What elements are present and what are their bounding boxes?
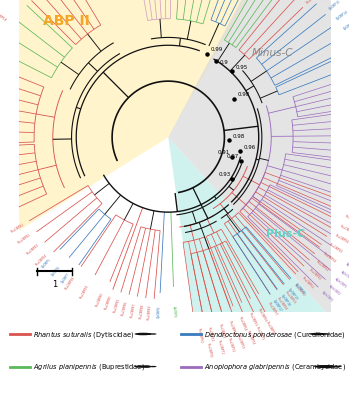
Text: RsuOBP49: RsuOBP49 [147, 305, 153, 320]
Text: RsuOBP53: RsuOBP53 [228, 320, 236, 336]
Text: RsuOBP41: RsuOBP41 [10, 222, 25, 234]
Text: DpOBP5: DpOBP5 [42, 257, 53, 268]
Text: RsuOBP42: RsuOBP42 [17, 233, 32, 245]
Text: ABP II: ABP II [44, 14, 90, 28]
Text: RsuOBP61: RsuOBP61 [300, 276, 314, 290]
Text: RsuOBP68: RsuOBP68 [344, 215, 349, 224]
Ellipse shape [310, 333, 326, 335]
Text: RsuOBP52: RsuOBP52 [217, 323, 225, 339]
Text: RsuOBP75: RsuOBP75 [255, 326, 266, 341]
Ellipse shape [144, 366, 151, 368]
Text: AglaOBP1: AglaOBP1 [321, 290, 334, 303]
Text: RsuOBP70: RsuOBP70 [206, 342, 213, 358]
Text: DpOBP18: DpOBP18 [280, 293, 291, 307]
Wedge shape [0, 0, 290, 266]
Text: DpOBP17: DpOBP17 [272, 298, 283, 312]
Wedge shape [168, 137, 340, 391]
Text: RsuOBP48: RsuOBP48 [138, 304, 144, 319]
Text: 0.96: 0.96 [243, 145, 255, 150]
Text: RsuOBP17: RsuOBP17 [10, 0, 25, 1]
Text: RsuOBP39: RsuOBP39 [79, 284, 90, 300]
Text: 0.98: 0.98 [238, 92, 250, 98]
Text: RsuOBP56: RsuOBP56 [257, 307, 268, 323]
Text: RsuOBP50: RsuOBP50 [196, 328, 203, 344]
Text: 0.91: 0.91 [217, 150, 230, 155]
Text: RsuOBP47: RsuOBP47 [130, 302, 136, 318]
Text: RsuOBP63: RsuOBP63 [315, 260, 329, 273]
Text: 0.95: 0.95 [235, 64, 247, 70]
Text: AglaOBP2: AglaOBP2 [328, 284, 341, 296]
Text: RsuOBP54: RsuOBP54 [238, 316, 247, 332]
Text: AglaOBP5: AglaOBP5 [345, 262, 349, 274]
Text: AglaOBP4: AglaOBP4 [340, 269, 349, 281]
Text: $\it{Dendroctonus}$ $\it{ponderosae}$ (Curculionidae): $\it{Dendroctonus}$ $\it{ponderosae}$ (C… [204, 328, 346, 340]
Ellipse shape [326, 365, 334, 368]
Text: $\it{Agrilus}$ $\it{planipennis}$ (Buprestidae): $\it{Agrilus}$ $\it{planipennis}$ (Bupre… [33, 362, 145, 372]
Text: DpOBP14: DpOBP14 [336, 10, 349, 21]
Text: 1: 1 [52, 280, 57, 289]
Text: RsuOBP38: RsuOBP38 [64, 276, 76, 291]
Text: ApOBP6: ApOBP6 [172, 306, 177, 318]
Text: RsuOBP55: RsuOBP55 [247, 312, 258, 328]
Text: RsuOBP44: RsuOBP44 [35, 253, 49, 266]
Ellipse shape [144, 333, 151, 335]
Text: RsuOBP65: RsuOBP65 [328, 243, 343, 255]
Ellipse shape [314, 365, 335, 368]
Text: RsuOBP18: RsuOBP18 [0, 9, 7, 22]
Text: RsuOBP76: RsuOBP76 [265, 321, 275, 336]
Text: RsuOBP69: RsuOBP69 [348, 205, 349, 214]
Text: 0.97: 0.97 [227, 154, 239, 159]
Ellipse shape [134, 365, 152, 368]
Ellipse shape [150, 366, 157, 367]
Text: RsuOBP73: RsuOBP73 [236, 334, 245, 349]
Text: DpOBP19: DpOBP19 [287, 288, 298, 301]
Text: RsuOBP62: RsuOBP62 [308, 268, 322, 282]
Text: 0.9: 0.9 [219, 60, 228, 65]
Ellipse shape [150, 333, 157, 335]
Ellipse shape [333, 366, 341, 368]
Text: RsuOBP67: RsuOBP67 [339, 224, 349, 235]
Text: Plus-C: Plus-C [266, 229, 305, 239]
Text: DpOBP20: DpOBP20 [294, 282, 306, 295]
Wedge shape [168, 0, 349, 328]
Ellipse shape [134, 333, 152, 335]
Text: $\it{Anoplophora}$ $\it{glabripennis}$ (Cerambycidae): $\it{Anoplophora}$ $\it{glabripennis}$ (… [204, 362, 346, 372]
Text: RsuOBP71: RsuOBP71 [216, 340, 224, 356]
Text: RsuOBP74: RsuOBP74 [246, 330, 255, 346]
Text: RsuOBP64: RsuOBP64 [322, 252, 337, 264]
Text: Minus-C: Minus-C [252, 48, 293, 58]
Text: RsuOBP40: RsuOBP40 [95, 292, 104, 307]
Text: RsuOBP45: RsuOBP45 [113, 298, 121, 314]
Text: DpOBP8: DpOBP8 [157, 306, 162, 318]
Text: RsuOBP66: RsuOBP66 [334, 234, 349, 245]
Text: RsuOBP58: RsuOBP58 [275, 296, 288, 311]
Text: $\it{Rhantus}$ $\it{suturalis}$ (Dytiscidae): $\it{Rhantus}$ $\it{suturalis}$ (Dytisci… [33, 328, 134, 340]
Text: DpOBP13: DpOBP13 [343, 21, 349, 31]
Text: RsuOBP59: RsuOBP59 [284, 290, 297, 304]
Text: DpOBP15: DpOBP15 [328, 0, 342, 11]
Text: DpOBP7: DpOBP7 [61, 272, 71, 284]
Text: RsuOBP60: RsuOBP60 [292, 283, 306, 297]
Text: RsuOBP72: RsuOBP72 [226, 337, 235, 353]
Text: 0.98: 0.98 [232, 134, 244, 139]
Ellipse shape [324, 333, 331, 335]
Text: RsuOBP43: RsuOBP43 [25, 243, 40, 256]
Text: RsuOBP57: RsuOBP57 [267, 302, 278, 317]
Text: AglaOBP3: AglaOBP3 [334, 276, 348, 289]
Text: 0.93: 0.93 [218, 172, 231, 177]
Text: RsuOBP46: RsuOBP46 [121, 300, 129, 316]
Text: RsuOBP51: RsuOBP51 [207, 326, 214, 342]
Text: RsuOBP40: RsuOBP40 [104, 295, 112, 311]
Text: RsuOBP60: RsuOBP60 [306, 0, 320, 4]
Text: 0.99: 0.99 [210, 47, 223, 52]
Text: DpOBP6: DpOBP6 [51, 265, 61, 277]
Text: DpOBP16: DpOBP16 [320, 0, 333, 1]
Ellipse shape [319, 333, 325, 335]
